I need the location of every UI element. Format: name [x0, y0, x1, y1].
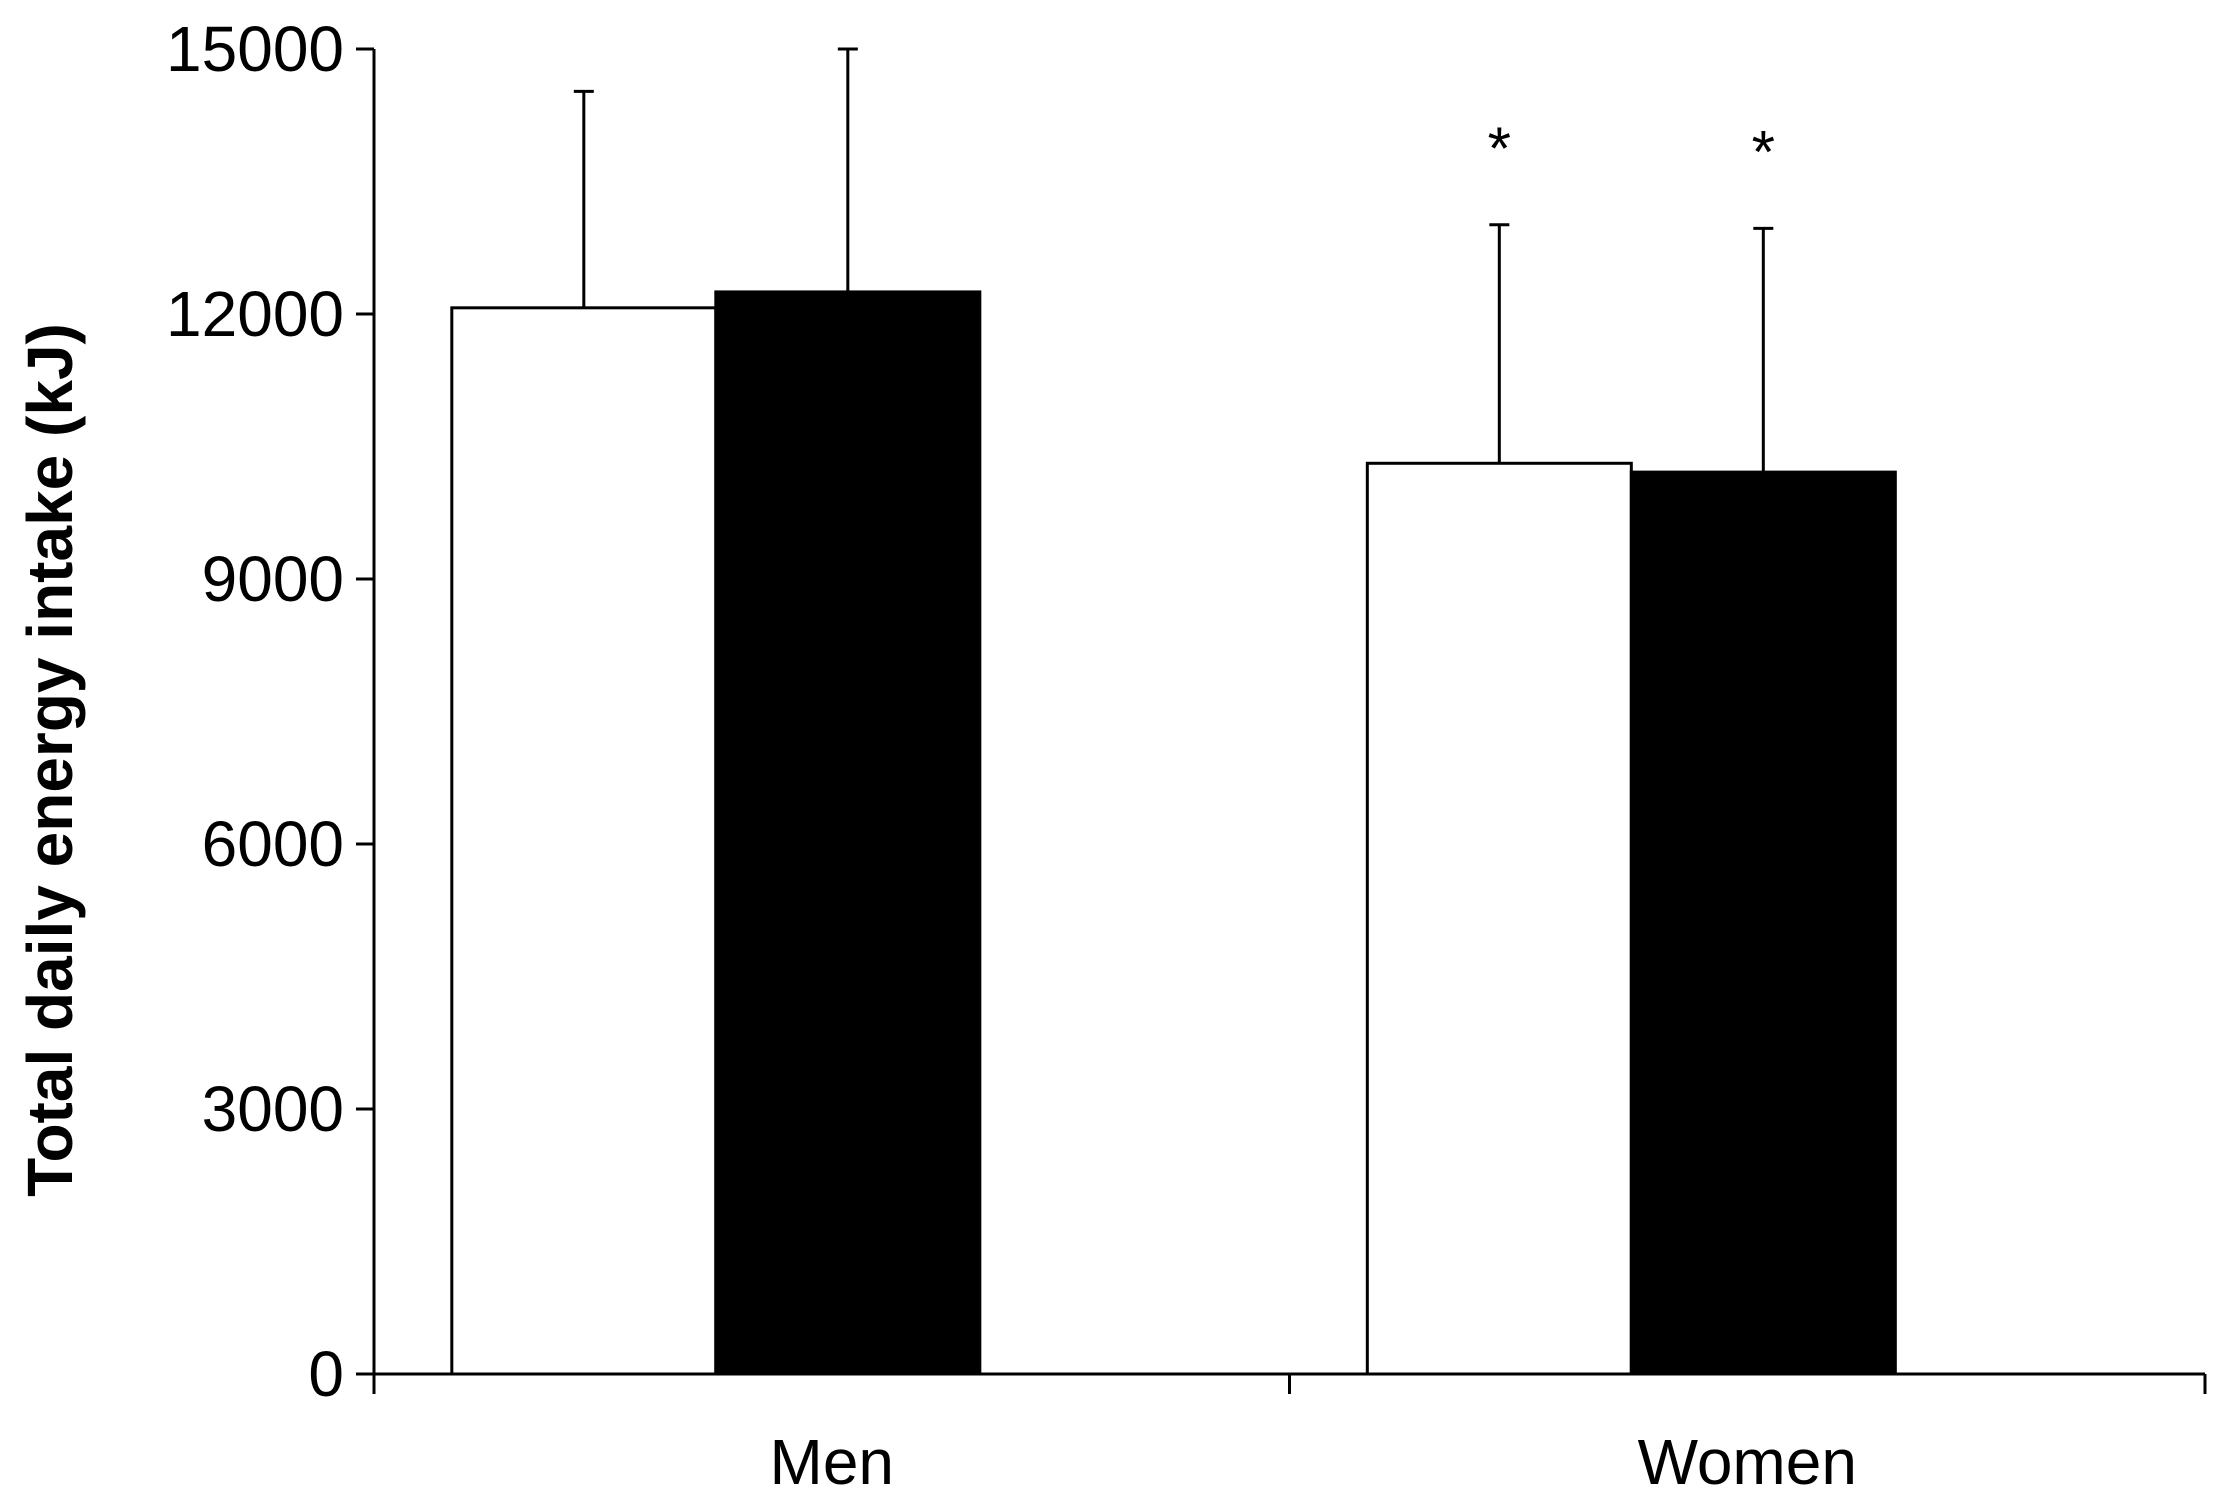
x-tick-label: Women [1638, 1426, 1857, 1498]
y-tick-label: 9000 [202, 543, 344, 615]
y-tick-label: 6000 [202, 808, 344, 880]
y-tick-label: 0 [308, 1338, 344, 1410]
y-axis-title: Total daily energy intake (kJ) [14, 323, 86, 1197]
x-tick-label: Men [770, 1426, 895, 1498]
y-tick-label: 15000 [166, 13, 344, 85]
bar [1629, 470, 1897, 1376]
y-tick-label: 12000 [166, 278, 344, 350]
bar [450, 306, 718, 1376]
y-tick-label: 3000 [202, 1073, 344, 1145]
significance-marker: * [1488, 115, 1511, 182]
bar [1365, 461, 1633, 1376]
bar [714, 290, 982, 1376]
significance-marker: * [1752, 118, 1775, 185]
